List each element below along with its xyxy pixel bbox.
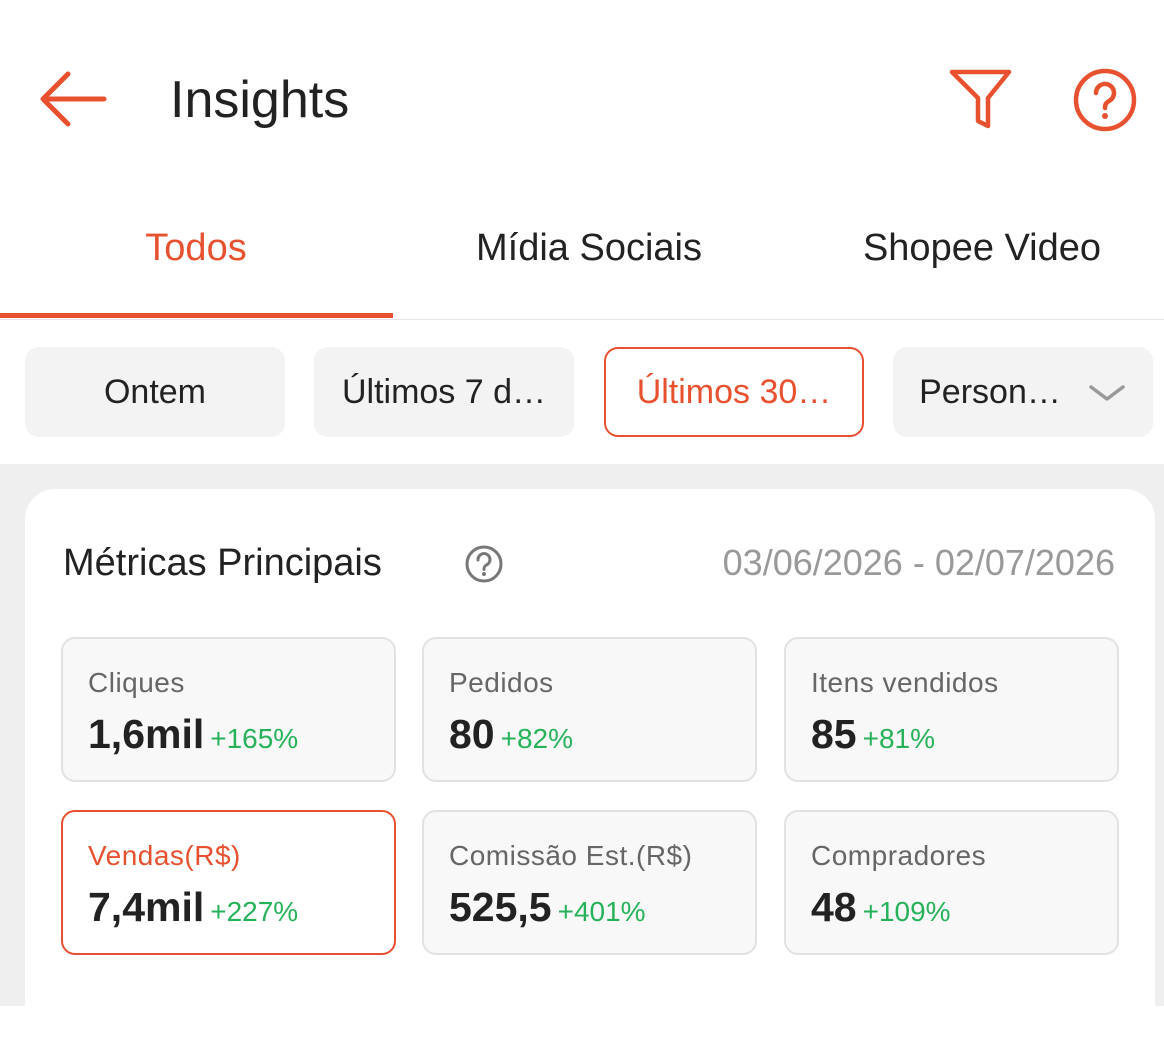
dropdown-icon bbox=[1089, 385, 1125, 401]
metric-label: Comissão Est.(R$) bbox=[449, 840, 693, 871]
chip-label: Ontem bbox=[103, 372, 207, 411]
metric-value: 1,6mil bbox=[88, 711, 205, 757]
page: {"header": {"title": "Insights"}, "tabs"… bbox=[0, 67, 1164, 1006]
metric-label: Cliques bbox=[88, 667, 185, 698]
metric-card[interactable]: Vendas(R$) 7,4mil +227% bbox=[61, 810, 396, 955]
chip-label: Person… bbox=[919, 372, 1061, 411]
divider bbox=[0, 319, 1164, 320]
metric-label: Vendas(R$) bbox=[88, 840, 241, 871]
filter-chip[interactable]: Últimos 30… bbox=[604, 347, 864, 437]
page-title: Insights bbox=[170, 71, 350, 129]
metric-value-row: 80 +82% bbox=[449, 711, 573, 758]
back-button[interactable] bbox=[38, 68, 108, 130]
metric-card[interactable]: Cliques 1,6mil +165% bbox=[61, 637, 396, 782]
metric-value-row: 525,5 +401% bbox=[449, 884, 646, 931]
filter-button[interactable] bbox=[948, 68, 1014, 132]
tab[interactable]: Mídia Sociais bbox=[476, 227, 702, 269]
metric-change: +109% bbox=[862, 896, 951, 927]
metric-card[interactable]: Pedidos 80 +82% bbox=[422, 637, 757, 782]
chip-label: Últimos 7 d… bbox=[341, 372, 547, 411]
filter-chip[interactable]: Person… bbox=[893, 347, 1153, 437]
metric-value-row: 1,6mil +165% bbox=[88, 711, 298, 758]
metric-value: 85 bbox=[811, 711, 857, 757]
help-button[interactable] bbox=[1072, 67, 1138, 133]
metric-change: +401% bbox=[557, 896, 646, 927]
metric-card[interactable]: Comissão Est.(R$) 525,5 +401% bbox=[422, 810, 757, 955]
tab[interactable]: Todos bbox=[145, 227, 247, 269]
metric-value: 80 bbox=[449, 711, 495, 757]
metric-change: +82% bbox=[500, 723, 574, 754]
filter-chip[interactable]: Ontem bbox=[25, 347, 285, 437]
metric-card[interactable]: Compradores 48 +109% bbox=[784, 810, 1119, 955]
metric-value: 525,5 bbox=[449, 884, 552, 930]
metric-value: 7,4mil bbox=[88, 884, 205, 930]
metric-value-row: 85 +81% bbox=[811, 711, 935, 758]
metric-change: +227% bbox=[210, 896, 299, 927]
section-title: Métricas Principais bbox=[63, 542, 382, 584]
metric-label: Itens vendidos bbox=[811, 667, 999, 698]
metric-value: 48 bbox=[811, 884, 857, 930]
tab[interactable]: Shopee Video bbox=[862, 227, 1102, 269]
metric-value-row: 48 +109% bbox=[811, 884, 951, 931]
filter-chip[interactable]: Últimos 7 d… bbox=[314, 347, 574, 437]
date-range: 03/06/2026 - 02/07/2026 bbox=[722, 542, 1115, 583]
metric-value-row: 7,4mil +227% bbox=[88, 884, 298, 931]
metric-card[interactable]: Itens vendidos 85 +81% bbox=[784, 637, 1119, 782]
metric-label: Compradores bbox=[811, 840, 987, 871]
metric-label: Pedidos bbox=[449, 667, 554, 698]
metric-change: +165% bbox=[210, 723, 299, 754]
chip-label: Últimos 30… bbox=[636, 372, 832, 411]
metric-change: +81% bbox=[862, 723, 936, 754]
tab-indicator bbox=[0, 313, 393, 318]
help-icon[interactable] bbox=[464, 544, 504, 584]
